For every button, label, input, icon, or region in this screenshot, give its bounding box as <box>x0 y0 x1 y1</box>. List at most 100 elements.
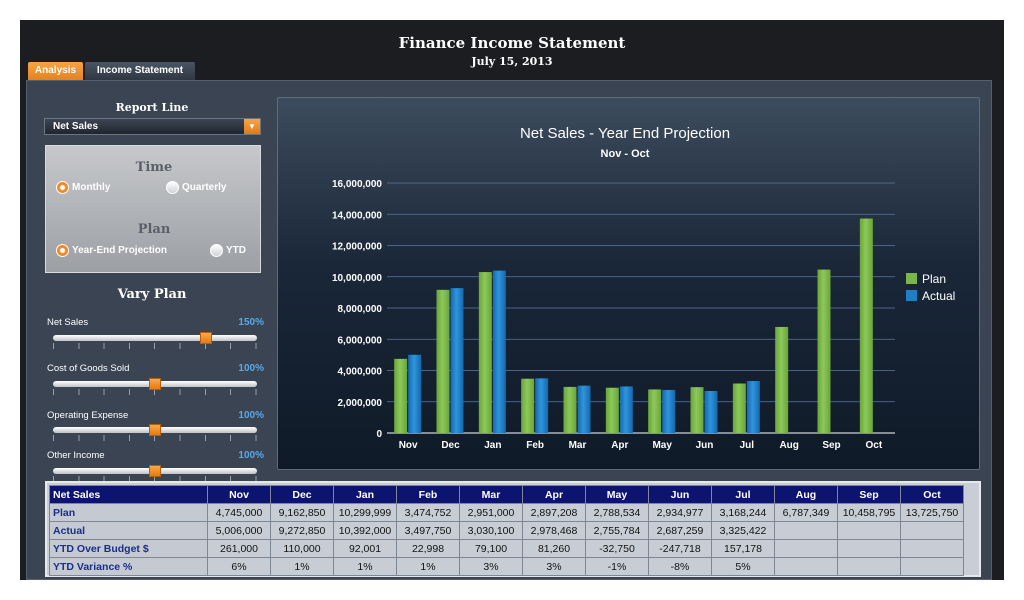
bar-actual-may[interactable] <box>662 389 676 433</box>
chart-subtitle: Nov - Oct <box>601 148 650 160</box>
slider-thumb-cogs[interactable] <box>149 378 161 390</box>
slider-thumb-operating-expense[interactable] <box>149 424 161 436</box>
bar-actual-jun[interactable] <box>704 391 718 433</box>
table-cell: 2,788,534 <box>585 503 649 522</box>
report-date: July 15, 2013 <box>471 55 553 68</box>
y-tick-label: 10,000,000 <box>332 273 382 284</box>
x-tick-label: Oct <box>865 440 882 451</box>
slider-track-net-sales[interactable] <box>53 335 257 341</box>
table-row-label: Actual <box>49 521 208 540</box>
table-row-label: YTD Variance % <box>49 557 208 576</box>
table-cell: 2,978,468 <box>522 521 586 540</box>
bar-plan-feb[interactable] <box>521 378 535 433</box>
table-header-month: Apr <box>522 485 586 504</box>
table-header-month: May <box>585 485 649 504</box>
table-cell: 4,745,000 <box>207 503 271 522</box>
table-cell: 2,951,000 <box>459 503 523 522</box>
app-window: Finance Income Statement July 15, 2013 A… <box>20 20 1004 580</box>
table-cell: 3,497,750 <box>396 521 460 540</box>
table-cell: 79,100 <box>459 539 523 558</box>
chevron-down-icon[interactable]: ▼ <box>244 119 260 134</box>
table-cell: 3% <box>459 557 523 576</box>
table-cell <box>837 521 901 540</box>
table-cell: 2,934,977 <box>648 503 712 522</box>
table-cell: 3,325,422 <box>711 521 775 540</box>
table-cell: -32,750 <box>585 539 649 558</box>
slider-value-operating-expense: 100% <box>238 410 264 421</box>
x-tick-label: Apr <box>611 440 628 451</box>
table-header-label: Net Sales <box>49 485 208 504</box>
bar-actual-jan[interactable] <box>492 270 506 433</box>
slider-label-operating-expense: Operating Expense <box>47 410 129 421</box>
report-line-value: Net Sales <box>53 121 99 132</box>
table-header-month: Sep <box>837 485 901 504</box>
tab-income-statement[interactable]: Income Statement <box>85 62 195 80</box>
table-cell <box>900 557 964 576</box>
table-cell <box>837 557 901 576</box>
table-cell <box>774 521 838 540</box>
bar-actual-mar[interactable] <box>577 385 591 433</box>
plan-heading: Plan <box>137 222 171 237</box>
table-cell: 6,787,349 <box>774 503 838 522</box>
vary-plan-title: Vary Plan <box>117 287 187 302</box>
bar-plan-sep[interactable] <box>817 269 831 433</box>
bar-actual-apr[interactable] <box>619 386 633 433</box>
x-tick-label: Mar <box>569 440 587 451</box>
bar-plan-apr[interactable] <box>605 387 619 433</box>
slider-value-other-income: 100% <box>238 450 264 461</box>
y-tick-label: 16,000,000 <box>332 179 382 190</box>
table-cell: -247,718 <box>648 539 712 558</box>
bar-plan-may[interactable] <box>648 389 662 433</box>
table-cell <box>900 521 964 540</box>
report-line-label: Report Line <box>115 101 189 114</box>
radio-selected-icon <box>56 244 69 257</box>
data-table: Net Sales Nov Dec Jan Feb Mar Apr May Jun Jul Aug S… <box>49 485 964 576</box>
slider-thumb-net-sales[interactable] <box>200 332 212 344</box>
table-cell: 5% <box>711 557 775 576</box>
table-cell: 9,162,850 <box>270 503 334 522</box>
table-row: Actual 5,006,000 9,272,850 10,392,000 3,497,… <box>49 521 964 540</box>
table-row-label: Plan <box>49 503 208 522</box>
radio-year-end-projection[interactable]: Year-End Projection <box>56 244 167 257</box>
bar-plan-oct[interactable] <box>859 218 873 433</box>
bar-plan-jan[interactable] <box>478 272 492 433</box>
table-cell: 92,001 <box>333 539 397 558</box>
bar-plan-aug[interactable] <box>775 326 789 433</box>
report-line-dropdown[interactable]: Net Sales ▼ <box>44 118 261 135</box>
table-cell: 110,000 <box>270 539 334 558</box>
table-header-month: Jun <box>648 485 712 504</box>
bar-plan-nov[interactable] <box>394 358 408 433</box>
bar-actual-nov[interactable] <box>408 354 422 433</box>
bar-plan-jun[interactable] <box>690 387 704 433</box>
radio-unselected-icon <box>166 181 179 194</box>
tab-analysis[interactable]: Analysis <box>28 62 83 80</box>
bar-plan-mar[interactable] <box>563 386 577 433</box>
table-body: Plan 4,745,000 9,162,850 10,299,999 3,474,75… <box>49 503 964 576</box>
bar-actual-dec[interactable] <box>450 288 464 433</box>
slider-thumb-other-income[interactable] <box>149 465 161 477</box>
table-cell: 22,998 <box>396 539 460 558</box>
radio-quarterly[interactable]: Quarterly <box>166 181 226 194</box>
chart-title: Net Sales - Year End Projection <box>520 125 730 142</box>
options-box: Time Monthly Quarterly Plan Year-End Pro… <box>45 145 261 273</box>
x-tick-label: Dec <box>441 440 460 451</box>
bar-actual-jul[interactable] <box>746 381 760 433</box>
radio-ytd[interactable]: YTD <box>210 244 246 257</box>
table-cell: 3,474,752 <box>396 503 460 522</box>
time-heading: Time <box>135 160 173 175</box>
slider-value-cogs: 100% <box>238 363 264 374</box>
table-cell <box>774 539 838 558</box>
table-cell: 81,260 <box>522 539 586 558</box>
bar-plan-dec[interactable] <box>436 289 450 433</box>
table-row-label: YTD Over Budget $ <box>49 539 208 558</box>
bar-plan-jul[interactable] <box>732 383 746 433</box>
table-cell: 2,897,208 <box>522 503 586 522</box>
chart-panel: Net Sales - Year End Projection Nov - Oc… <box>277 97 980 470</box>
radio-monthly[interactable]: Monthly <box>56 181 110 194</box>
x-tick-label: Jul <box>740 440 755 451</box>
table-row: YTD Variance % 6% 1% 1% 1% 3% 3% -1% -8% 5% <box>49 557 964 576</box>
net-sales-table: Net Sales Nov Dec Jan Feb Mar Apr May Jun Jul Aug S… <box>45 481 981 577</box>
legend-swatch-actual <box>906 290 917 301</box>
slider-value-net-sales: 150% <box>238 317 264 328</box>
bar-actual-feb[interactable] <box>535 378 549 433</box>
